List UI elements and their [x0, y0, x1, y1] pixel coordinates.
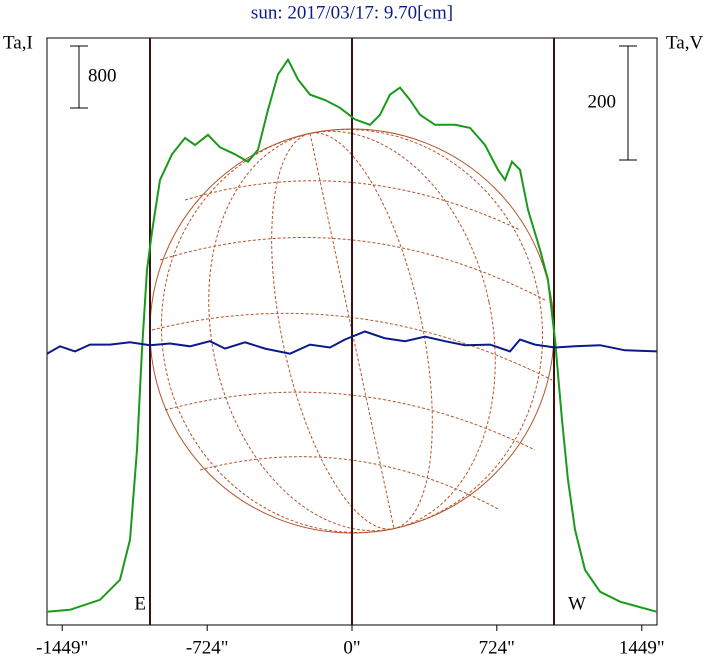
west-label: W	[568, 593, 586, 614]
x-tick-label: 724"	[479, 637, 515, 658]
y2-axis-label: Ta,V	[666, 32, 703, 53]
x-tick-label: -724"	[186, 637, 229, 658]
east-label: E	[134, 593, 146, 614]
series-line	[46, 57, 658, 613]
x-tick-label: 0"	[343, 637, 360, 658]
x-tick-label: -1449"	[36, 637, 88, 658]
scale-bar-label: 200	[588, 91, 617, 112]
y-axis-label: Ta,I	[3, 32, 33, 53]
scale-bar-label: 800	[88, 65, 117, 86]
x-tick-label: 1449"	[619, 637, 665, 658]
series-line	[46, 330, 658, 355]
chart-title: sun: 2017/03/17: 9.70[cm]	[251, 2, 453, 23]
